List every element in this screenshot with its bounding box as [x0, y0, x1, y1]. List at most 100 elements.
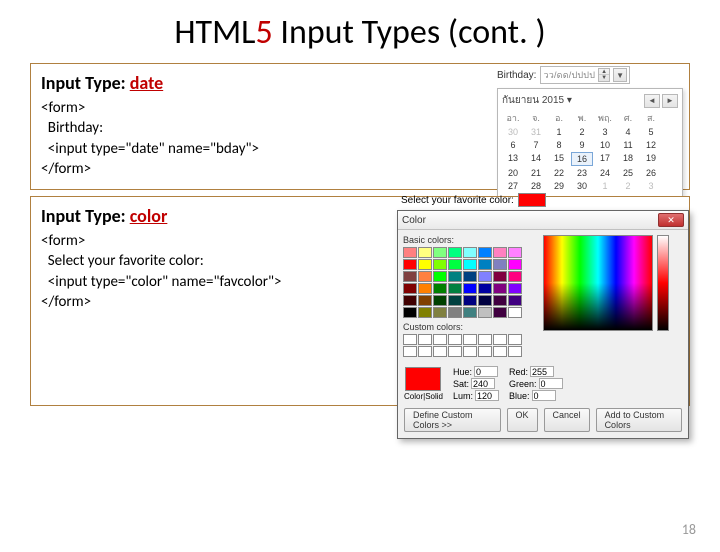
custom-color-swatch[interactable] — [478, 334, 492, 345]
calendar-day[interactable]: 30 — [502, 126, 524, 138]
basic-color-swatch[interactable] — [433, 247, 447, 258]
calendar-day[interactable]: 26 — [640, 167, 662, 179]
calendar-day[interactable]: 11 — [617, 139, 639, 151]
basic-color-swatch[interactable] — [493, 271, 507, 282]
calendar-day[interactable]: 14 — [525, 152, 547, 166]
sat-input[interactable] — [471, 378, 495, 389]
basic-color-swatch[interactable] — [478, 271, 492, 282]
basic-color-swatch[interactable] — [463, 295, 477, 306]
calendar-month[interactable]: กันยายน 2015 ▾ — [502, 93, 572, 108]
basic-color-swatch[interactable] — [463, 259, 477, 270]
basic-color-swatch[interactable] — [403, 307, 417, 318]
basic-color-swatch[interactable] — [403, 295, 417, 306]
calendar-day[interactable]: 3 — [594, 126, 616, 138]
basic-color-swatch[interactable] — [508, 259, 522, 270]
calendar-day[interactable]: 10 — [594, 139, 616, 151]
custom-color-swatch[interactable] — [448, 334, 462, 345]
basic-color-swatch[interactable] — [508, 307, 522, 318]
basic-color-swatch[interactable] — [433, 307, 447, 318]
custom-color-swatch[interactable] — [493, 334, 507, 345]
basic-color-swatch[interactable] — [433, 283, 447, 294]
calendar-day[interactable]: 22 — [548, 167, 570, 179]
color-input[interactable] — [518, 193, 546, 207]
custom-color-swatch[interactable] — [403, 346, 417, 357]
basic-color-swatch[interactable] — [478, 259, 492, 270]
custom-color-swatch[interactable] — [403, 334, 417, 345]
calendar-day[interactable]: 16 — [571, 152, 593, 166]
close-icon[interactable]: ✕ — [658, 213, 684, 227]
basic-color-swatch[interactable] — [403, 271, 417, 282]
calendar-day[interactable]: 4 — [617, 126, 639, 138]
basic-color-swatch[interactable] — [418, 307, 432, 318]
custom-color-swatch[interactable] — [433, 334, 447, 345]
basic-color-swatch[interactable] — [418, 271, 432, 282]
red-input[interactable] — [530, 366, 554, 377]
add-custom-button[interactable]: Add to Custom Colors — [596, 408, 682, 432]
calendar-prev-icon[interactable]: ◄ — [644, 94, 660, 108]
basic-color-swatch[interactable] — [493, 295, 507, 306]
basic-color-swatch[interactable] — [448, 307, 462, 318]
custom-color-swatch[interactable] — [508, 346, 522, 357]
basic-color-swatch[interactable] — [463, 283, 477, 294]
calendar-day[interactable]: 1 — [548, 126, 570, 138]
basic-color-swatch[interactable] — [508, 283, 522, 294]
basic-color-swatch[interactable] — [478, 295, 492, 306]
basic-color-swatch[interactable] — [433, 271, 447, 282]
calendar-next-icon[interactable]: ► — [662, 94, 678, 108]
custom-color-swatch[interactable] — [433, 346, 447, 357]
basic-color-swatch[interactable] — [478, 307, 492, 318]
basic-color-swatch[interactable] — [418, 295, 432, 306]
basic-color-swatch[interactable] — [463, 307, 477, 318]
calendar-day[interactable]: 17 — [594, 152, 616, 166]
basic-color-swatch[interactable] — [448, 283, 462, 294]
calendar-day[interactable]: 6 — [502, 139, 524, 151]
custom-color-swatch[interactable] — [463, 346, 477, 357]
ok-button[interactable]: OK — [507, 408, 538, 432]
basic-color-swatch[interactable] — [493, 259, 507, 270]
custom-color-swatch[interactable] — [418, 346, 432, 357]
custom-color-swatch[interactable] — [493, 346, 507, 357]
define-custom-button[interactable]: Define Custom Colors >> — [404, 408, 501, 432]
basic-color-swatch[interactable] — [508, 295, 522, 306]
basic-color-swatch[interactable] — [508, 247, 522, 258]
date-input[interactable]: วว/ดด/ปปปป ▲▼ ▼ — [540, 66, 630, 84]
calendar-day[interactable]: 27 — [502, 180, 524, 192]
hue-input[interactable] — [474, 366, 498, 377]
calendar-day[interactable]: 28 — [525, 180, 547, 192]
basic-color-swatch[interactable] — [418, 247, 432, 258]
date-dropdown-icon[interactable]: ▼ — [613, 68, 627, 82]
calendar-day[interactable]: 31 — [525, 126, 547, 138]
color-gradient[interactable] — [543, 235, 653, 331]
calendar-day[interactable]: 8 — [548, 139, 570, 151]
calendar-day[interactable]: 15 — [548, 152, 570, 166]
basic-color-swatch[interactable] — [463, 247, 477, 258]
calendar-day[interactable]: 18 — [617, 152, 639, 166]
green-input[interactable] — [539, 378, 563, 389]
calendar-day[interactable]: 29 — [548, 180, 570, 192]
basic-color-swatch[interactable] — [448, 247, 462, 258]
calendar-day[interactable]: 7 — [525, 139, 547, 151]
custom-color-swatch[interactable] — [418, 334, 432, 345]
basic-color-swatch[interactable] — [478, 283, 492, 294]
custom-color-swatch[interactable] — [478, 346, 492, 357]
basic-color-swatch[interactable] — [478, 247, 492, 258]
calendar-day[interactable]: 19 — [640, 152, 662, 166]
calendar-day[interactable]: 2 — [571, 126, 593, 138]
calendar-day[interactable]: 20 — [502, 167, 524, 179]
basic-color-swatch[interactable] — [433, 259, 447, 270]
basic-color-swatch[interactable] — [463, 271, 477, 282]
basic-color-swatch[interactable] — [418, 259, 432, 270]
date-spinner[interactable]: ▲▼ — [598, 68, 610, 82]
luminance-bar[interactable] — [657, 235, 669, 331]
calendar-day[interactable]: 12 — [640, 139, 662, 151]
calendar-day[interactable]: 21 — [525, 167, 547, 179]
basic-color-swatch[interactable] — [448, 259, 462, 270]
calendar-day[interactable]: 13 — [502, 152, 524, 166]
basic-color-swatch[interactable] — [403, 283, 417, 294]
custom-color-swatch[interactable] — [448, 346, 462, 357]
basic-color-swatch[interactable] — [448, 295, 462, 306]
basic-color-swatch[interactable] — [433, 295, 447, 306]
basic-color-swatch[interactable] — [493, 283, 507, 294]
calendar-day[interactable]: 25 — [617, 167, 639, 179]
basic-color-swatch[interactable] — [448, 271, 462, 282]
